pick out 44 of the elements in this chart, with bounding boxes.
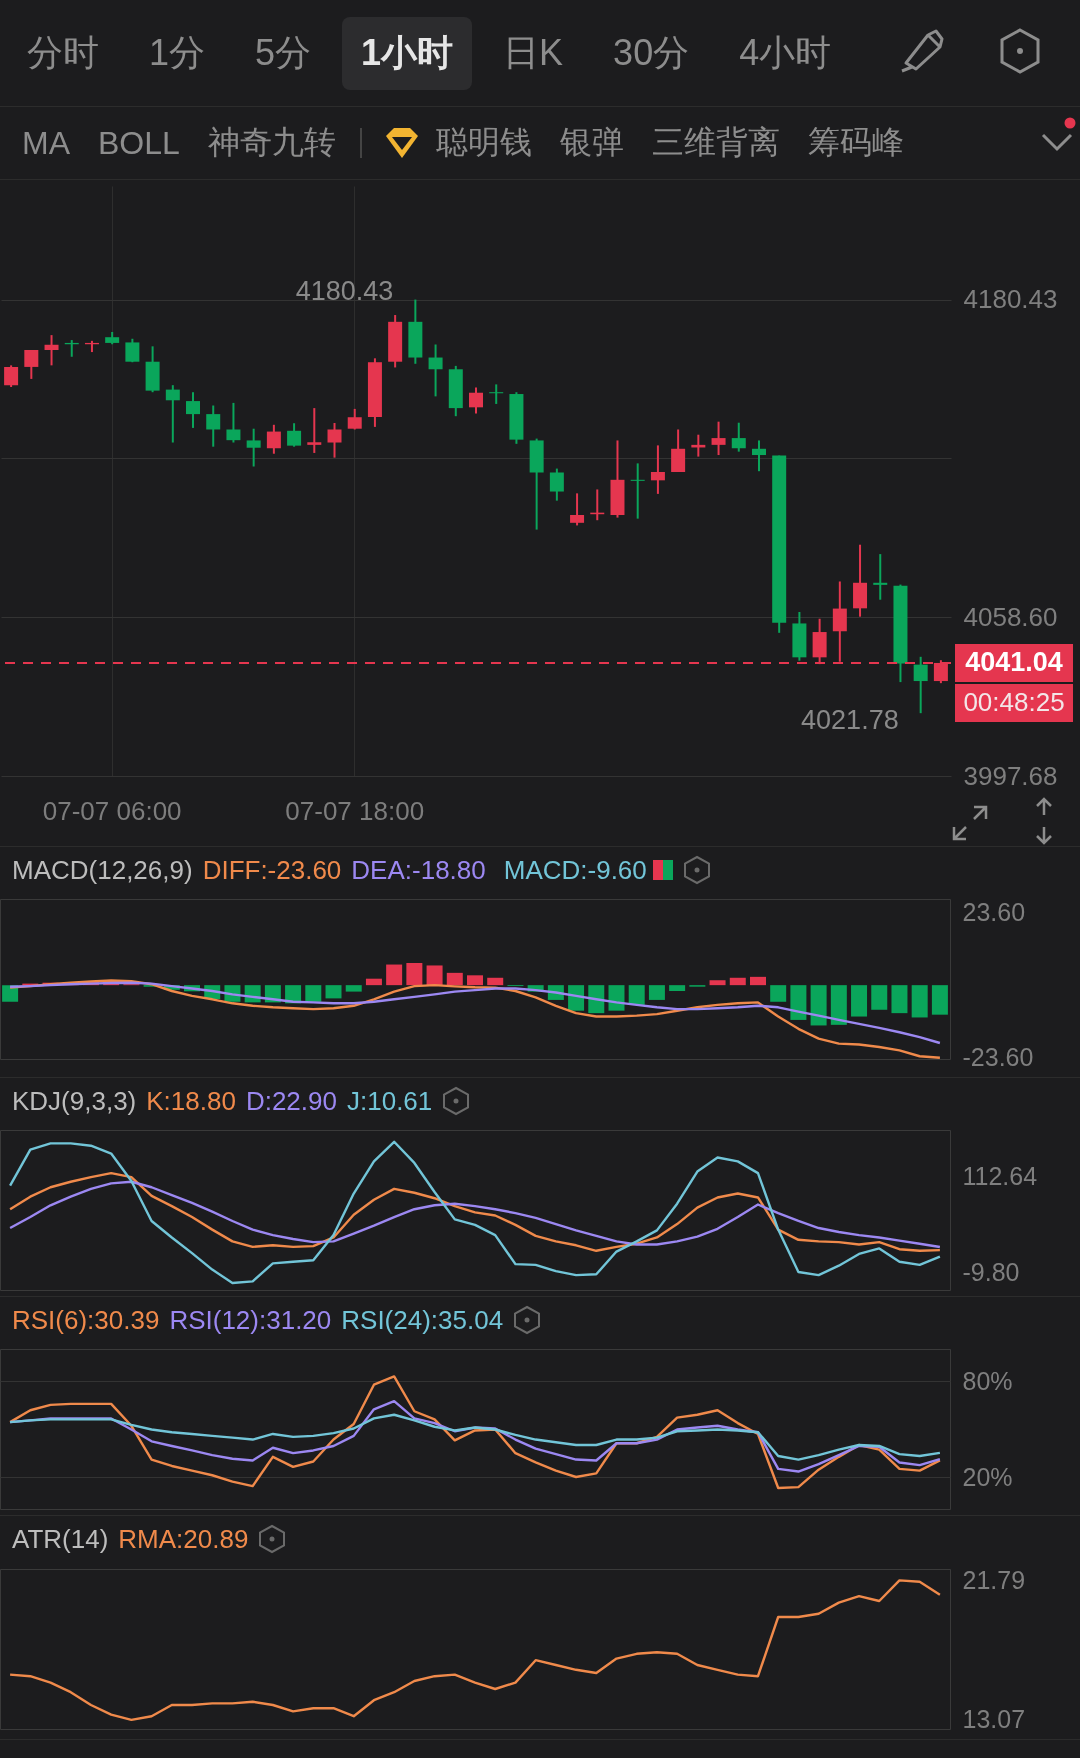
y-tick-label: 3997.68 [963,760,1058,791]
text: D:22.90 [245,1085,337,1117]
legend-title: ATR(14) [12,1523,109,1555]
series-label: J:10.61 [346,1085,433,1117]
text: RSI(24):35.04 [341,1304,504,1336]
y-tick-label: 80% [962,1366,1013,1395]
y-tick-label: 112.64 [962,1162,1038,1191]
y-tick-label: 4058.60 [963,601,1058,632]
text: RSI(6):30.39 [12,1304,160,1336]
text: MA [22,124,70,162]
y-tick-label: 23.60 [962,898,1026,927]
text: 30分 [612,30,691,75]
text: RMA:20.89 [118,1523,249,1555]
text: 日K [502,30,565,75]
text: 筹码峰 [807,123,904,162]
legend-label: MACD:-9.60 [503,854,647,886]
text: 1分 [148,30,207,75]
text: 神奇九转 [207,123,336,162]
text: 三维背离 [651,123,780,162]
legend-title: MACD(12,26,9) [12,854,193,886]
text: 聪明钱 [435,123,532,162]
text: 银弹 [559,123,624,162]
text: 5分 [254,30,313,75]
text: 00:48:25 [963,686,1065,717]
text: K:18.80 [146,1085,236,1117]
y-tick-label: 13.07 [962,1705,1026,1734]
x-tick-label: 07-07 06:00 [42,795,182,826]
annotation: 4180.43 [295,275,394,306]
ref-line-label: 4041.04 [965,646,1063,677]
x-tick-label: 07-07 18:00 [285,795,425,826]
y-tick-label: -9.80 [962,1258,1020,1287]
text: DEA:-18.80 [351,854,486,886]
text: 分时 [26,30,100,75]
text: BOLL [98,124,180,162]
y-tick-label: 21.79 [962,1565,1026,1594]
text: DIFF:-23.60 [202,854,342,886]
legend-title: KDJ(9,3,3) [12,1085,137,1117]
annotation: 4021.78 [801,705,899,736]
text: RSI(12):31.20 [169,1304,332,1336]
y-tick-label: -23.60 [962,1043,1034,1072]
text: 1小时 [342,16,473,90]
y-tick-label: 20% [962,1462,1013,1491]
y-tick-label: 4180.43 [963,284,1058,315]
text: 4小时 [738,30,833,75]
